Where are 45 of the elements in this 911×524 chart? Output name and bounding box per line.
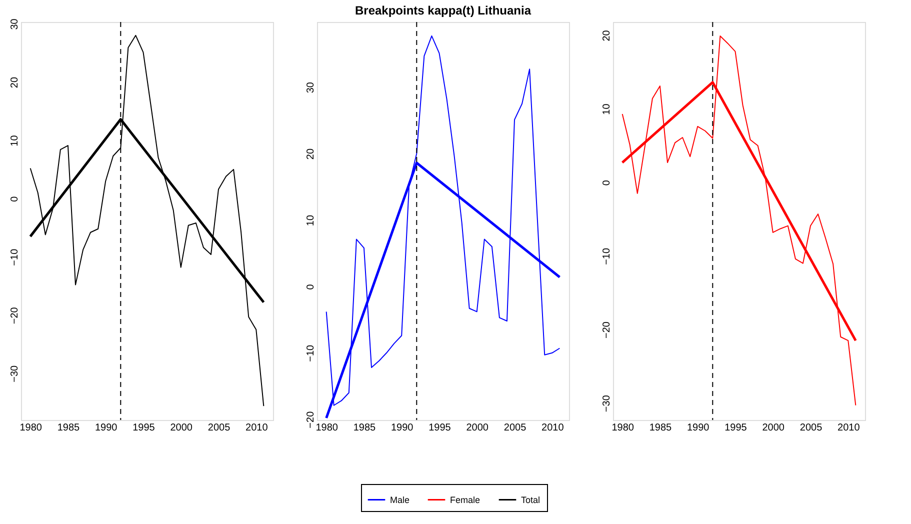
x-tick-label: 1990 xyxy=(390,422,414,434)
x-tick-label: 1985 xyxy=(649,422,672,434)
x-tick-label: 1980 xyxy=(612,422,634,434)
y-tick-label: −30 xyxy=(10,364,20,382)
y-tick-label: 0 xyxy=(10,196,20,202)
y-tick-label: 0 xyxy=(602,180,612,186)
y-tick-label: −20 xyxy=(10,306,20,324)
y-tick-label: 20 xyxy=(306,148,316,160)
y-tick-label: −30 xyxy=(602,394,612,412)
x-tick-label: 2010 xyxy=(838,422,860,434)
legend-label: Female xyxy=(450,494,480,505)
x-tick-label: 2005 xyxy=(504,422,527,434)
y-tick-label: 10 xyxy=(10,134,20,146)
x-tick-label: 1990 xyxy=(94,422,118,434)
x-tick-label: 2000 xyxy=(466,422,489,434)
y-tick-label: 30 xyxy=(10,18,20,30)
x-tick-label: 1985 xyxy=(57,422,80,434)
x-tick-label: 2005 xyxy=(800,422,823,434)
x-tick-label: 1980 xyxy=(316,422,338,434)
x-tick-label: 1990 xyxy=(686,422,710,434)
x-tick-label: 2005 xyxy=(208,422,231,434)
y-tick-label: −20 xyxy=(306,410,316,428)
y-tick-label: −10 xyxy=(306,344,316,362)
legend-label: Total xyxy=(521,494,540,505)
y-tick-label: 30 xyxy=(306,82,316,94)
legend-label: Male xyxy=(390,494,410,505)
x-tick-label: 1995 xyxy=(132,422,156,434)
y-tick-label: 20 xyxy=(10,76,20,88)
x-tick-label: 1995 xyxy=(724,422,748,434)
x-tick-label: 2010 xyxy=(246,422,268,434)
line-series xyxy=(622,35,856,406)
x-tick-label: 1980 xyxy=(20,422,42,434)
y-tick-label: −20 xyxy=(602,321,612,338)
y-tick-label: −10 xyxy=(10,248,20,266)
y-tick-label: 20 xyxy=(602,30,612,42)
x-tick-label: 2010 xyxy=(542,422,564,434)
y-tick-label: 10 xyxy=(306,214,316,226)
x-tick-label: 2000 xyxy=(762,422,785,434)
y-tick-label: 10 xyxy=(602,103,612,115)
x-tick-label: 1985 xyxy=(353,422,376,434)
x-tick-label: 1995 xyxy=(428,422,452,434)
y-tick-label: −10 xyxy=(602,248,612,265)
x-tick-label: 2000 xyxy=(170,422,193,434)
chart-title: Breakpoints kappa(t) Lithuania xyxy=(354,4,532,18)
y-tick-label: 0 xyxy=(306,284,316,290)
